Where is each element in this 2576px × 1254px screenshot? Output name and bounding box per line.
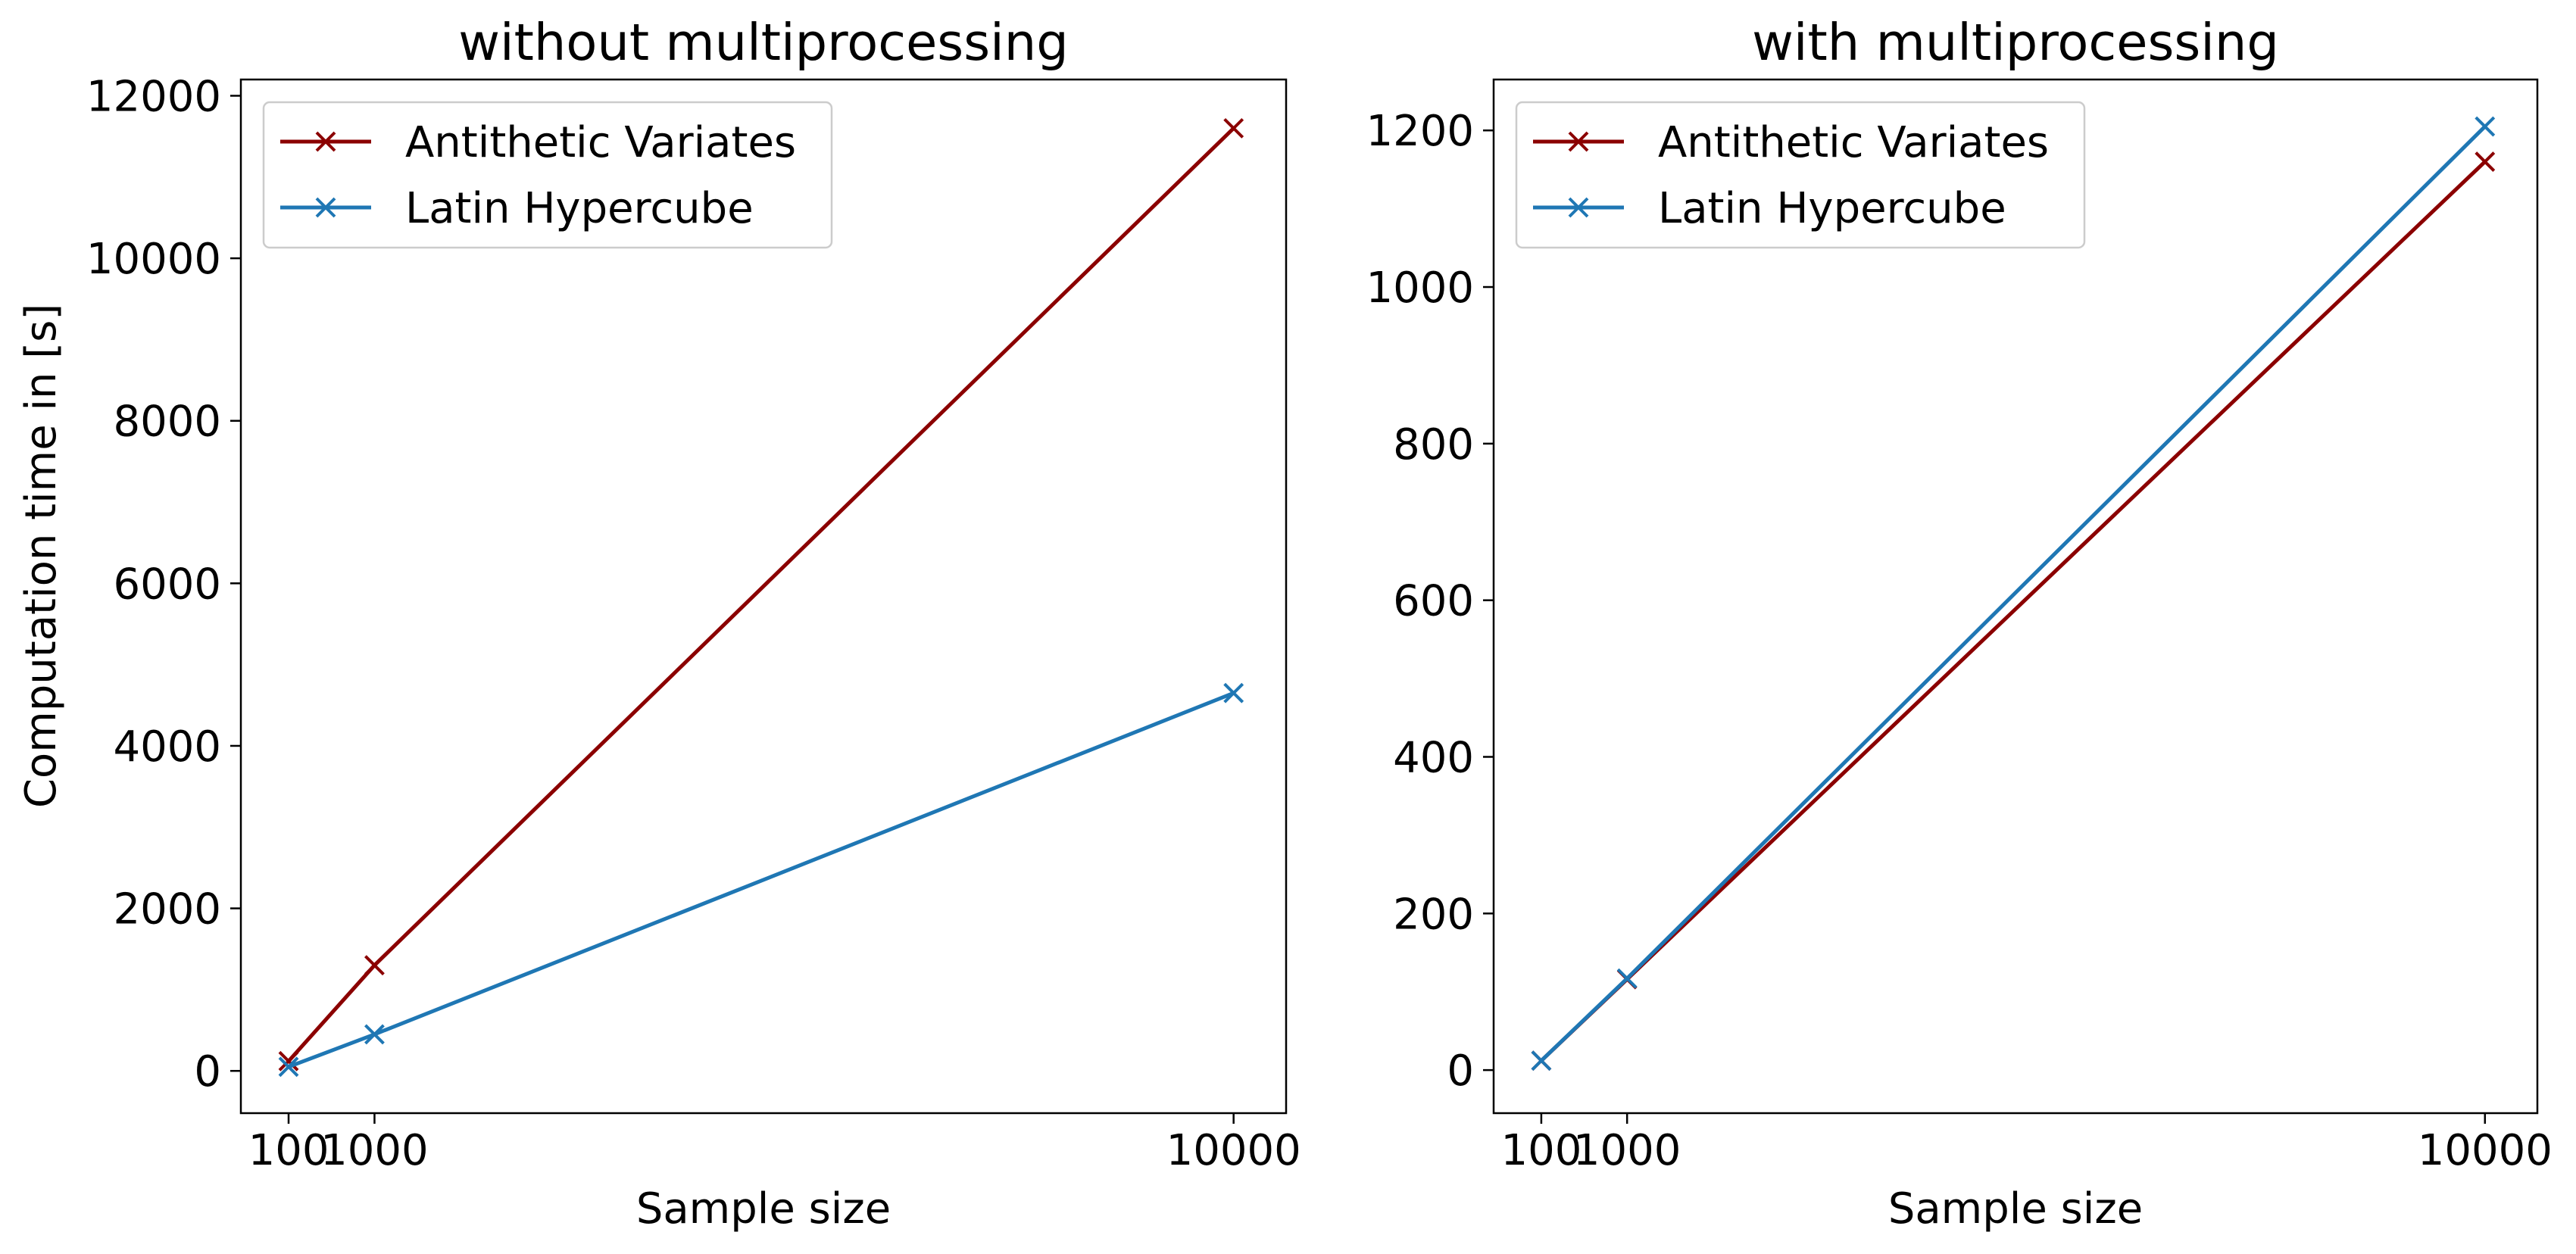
y-tick-label: 12000 <box>86 72 221 121</box>
data-point <box>2475 116 2496 137</box>
y-tick-label: 200 <box>1393 890 1474 939</box>
legend-label: Antithetic Variates <box>405 118 796 167</box>
y-tick-label: 600 <box>1393 577 1474 626</box>
y-tick-label: 1200 <box>1366 107 1474 156</box>
legend-marker <box>315 131 336 152</box>
x-tick-label: 10000 <box>2418 1126 2553 1175</box>
plot-area <box>278 117 1244 1078</box>
data-point <box>1616 968 1638 989</box>
legend-box <box>262 101 833 249</box>
x-tick-label: 1000 <box>320 1126 429 1175</box>
chart-title: without multiprocessing <box>458 13 1068 72</box>
legend-label: Latin Hypercube <box>405 184 754 233</box>
data-point <box>2475 151 2496 172</box>
y-axis-label: Computation time in [s] <box>17 304 66 808</box>
y-tick-label: 6000 <box>113 560 221 609</box>
y-tick-label: 2000 <box>113 885 221 934</box>
data-point <box>1223 682 1244 703</box>
data-point <box>1223 117 1244 139</box>
data-point <box>364 955 385 976</box>
y-tick-label: 800 <box>1393 420 1474 469</box>
legend-label: Latin Hypercube <box>1658 184 2006 233</box>
x-tick-label: 100 <box>1500 1126 1582 1175</box>
x-tick-label: 100 <box>248 1126 329 1175</box>
legend-box <box>1515 101 2086 249</box>
legend-marker <box>1568 131 1589 152</box>
legend: Antithetic Variates Latin Hypercube <box>262 101 833 249</box>
y-tick-label: 400 <box>1393 733 1474 782</box>
y-tick-label: 10000 <box>86 235 221 284</box>
data-point <box>1531 1050 1552 1072</box>
axes-frame <box>239 78 1288 1115</box>
plot-area <box>1531 116 2496 1072</box>
legend-marker <box>315 197 336 218</box>
y-tick-label: 8000 <box>113 398 221 447</box>
data-point <box>278 1056 299 1078</box>
axes-frame <box>1492 78 2539 1115</box>
x-axis-label: Sample size <box>1888 1184 2143 1234</box>
data-point <box>364 1024 385 1045</box>
legend: Antithetic Variates Latin Hypercube <box>1515 101 2086 249</box>
x-tick-label: 1000 <box>1573 1126 1681 1175</box>
x-tick-label: 10000 <box>1166 1126 1301 1175</box>
x-axis-label: Sample size <box>636 1184 891 1234</box>
data-point <box>278 1050 299 1072</box>
y-tick-label: 1000 <box>1366 264 1474 313</box>
y-tick-label: 4000 <box>113 722 221 772</box>
chart-title: with multiprocessing <box>1752 13 2279 72</box>
y-tick-label: 0 <box>194 1047 221 1096</box>
legend-label: Antithetic Variates <box>1658 118 2049 167</box>
legend-marker <box>1568 197 1589 218</box>
y-tick-label: 0 <box>1447 1047 1474 1096</box>
